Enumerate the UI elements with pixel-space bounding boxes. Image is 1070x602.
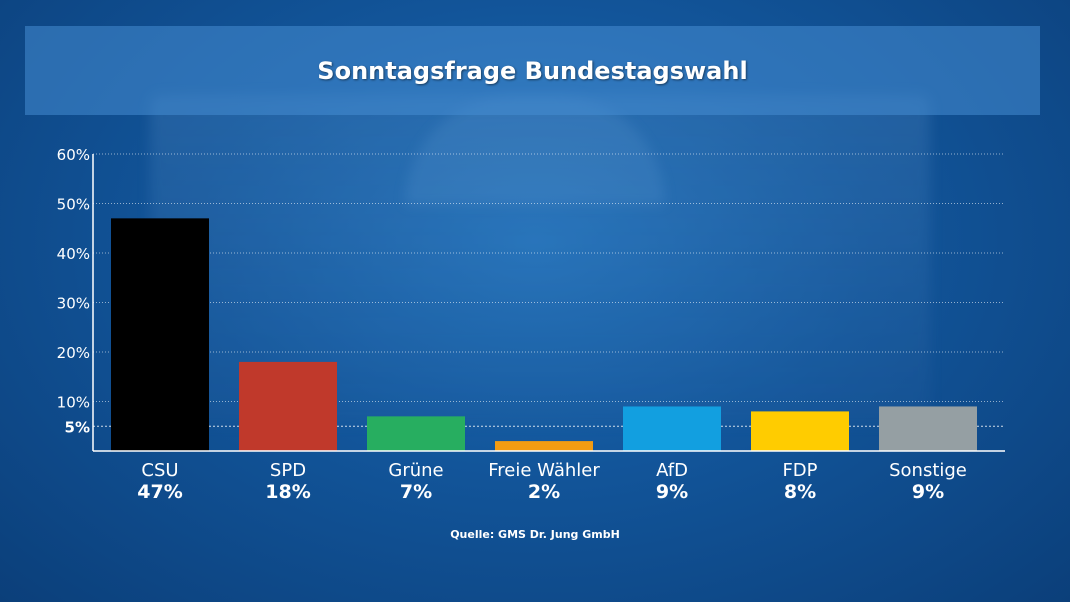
y-tick-label: 30%	[57, 295, 90, 313]
y-tick-label: 20%	[57, 344, 90, 362]
value-label: 9%	[656, 481, 688, 503]
bar	[751, 411, 849, 451]
y-tick-label: 60%	[57, 146, 90, 164]
bar	[239, 361, 337, 451]
bar	[495, 441, 593, 451]
category-label: AfD	[656, 460, 688, 481]
value-label: 18%	[265, 481, 310, 503]
category-label: Freie Wähler	[488, 460, 600, 481]
bar	[111, 218, 209, 451]
bar	[623, 406, 721, 451]
y-tick-label: 40%	[57, 245, 90, 263]
source-note: Quelle: GMS Dr. Jung GmbH	[450, 528, 620, 541]
title-bar: Sonntagsfrage Bundestagswahl	[25, 26, 1040, 115]
category-label: CSU	[141, 460, 178, 481]
bar	[367, 416, 465, 451]
category-label: SPD	[270, 460, 306, 481]
y-tick-label: 50%	[57, 196, 90, 214]
value-label: 8%	[784, 481, 816, 503]
category-label: Sonstige	[889, 460, 967, 481]
value-label: 47%	[137, 481, 182, 503]
value-label: 2%	[528, 481, 560, 503]
chart-title: Sonntagsfrage Bundestagswahl	[317, 56, 748, 85]
category-label: Grüne	[388, 460, 443, 481]
bar	[879, 406, 977, 451]
value-label: 9%	[912, 481, 944, 503]
value-label: 7%	[400, 481, 432, 503]
threshold-label: 5%	[65, 418, 90, 436]
y-tick-label: 10%	[57, 394, 90, 412]
category-label: FDP	[782, 460, 817, 481]
